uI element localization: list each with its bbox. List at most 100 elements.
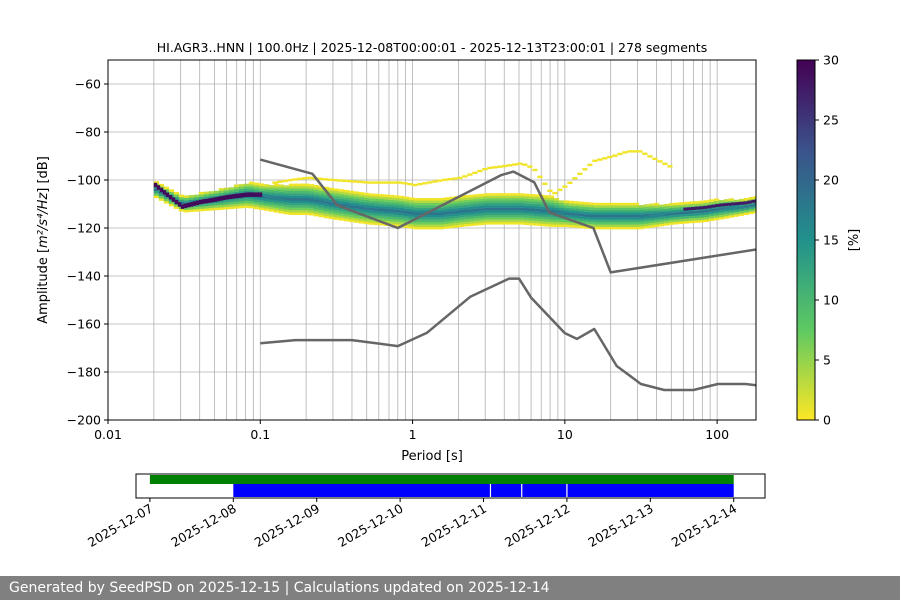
psd-cell [528,194,535,197]
psd-cell [428,198,435,201]
psd-cell [713,212,720,216]
psd-cell [293,195,300,199]
psd-cell [303,200,310,203]
psd-cell [288,212,295,215]
psd-cell [378,206,385,209]
psd-cell [328,209,335,212]
psd-cell [388,221,395,224]
psd-cell [488,202,495,206]
psd-cell [663,206,670,209]
psd-cell [313,201,320,205]
psd-cell [568,217,575,221]
psd-cell [213,190,220,194]
psd-cell [218,202,225,206]
psd-cell [643,225,650,229]
psd-cell [703,214,710,218]
psd-cell [383,194,390,198]
psd-cell [293,190,300,194]
psd-cell [433,219,440,223]
psd-mode-cell [695,206,700,210]
psd-cell [753,196,756,199]
psd-cell [413,222,420,225]
psd-cell [548,219,555,223]
psd-cell [718,216,725,220]
psd-cell [743,207,750,211]
psd-cell [368,193,375,196]
psd-cell [373,200,380,204]
psd-cell [233,186,240,190]
psd-cell [318,193,325,196]
psd-cell [163,186,170,190]
psd-cell [333,214,340,218]
psd-cell [498,193,505,196]
psd-cell [328,190,335,193]
psd-cell [213,207,220,211]
psd-cell [748,209,755,212]
psd-cell [513,195,520,199]
psd-cell [588,207,595,210]
psd-cell [428,212,435,215]
psd-cell [288,190,295,194]
psd-cell [718,214,725,218]
psd-cell [433,222,440,225]
psd-cell [373,220,380,223]
psd-cell [738,198,745,202]
psd-cell [318,207,325,211]
psd-cell [308,184,315,187]
psd-cell [478,193,485,197]
psd-cell [288,188,295,191]
psd-cell [708,199,715,202]
psd-cell [488,195,495,199]
psd-cell [428,222,435,225]
psd-sparse-cell [437,179,443,182]
date-tick-label: 2025-12-10 [335,501,405,550]
psd-sparse-cell [422,182,428,185]
psd-cell [753,203,756,206]
psd-cell [628,226,635,230]
psd-cell [428,226,435,230]
psd-sparse-cell [557,188,563,192]
data-availability-bar [149,475,734,484]
y-tick-label: −100 [67,173,101,188]
psd-cell [173,203,180,207]
psd-cell [493,210,500,213]
psd-cell [528,201,535,204]
psd-cell [533,211,540,214]
psd-cell [393,212,400,215]
psd-cell [303,212,310,215]
psd-cell [543,202,550,205]
psd-cell [323,198,330,202]
psd-sparse-cell [547,189,553,192]
psd-sparse-cell [597,158,603,161]
psd-cell [653,212,660,216]
psd-cell [458,198,465,201]
psd-cell [358,194,365,198]
psd-cell [328,199,335,203]
y-axis-label-main: Amplitude [ [36,248,51,324]
psd-cell [643,206,650,210]
psd-cell [653,205,660,208]
psd-cell [563,224,570,227]
psd-cell [728,198,735,201]
psd-cell [443,209,450,212]
psd-cell [598,224,605,227]
psd-cell [528,198,535,202]
psd-cell [278,191,285,195]
psd-cell [688,211,695,214]
psd-cell [528,208,535,211]
psd-cell [218,190,225,194]
psd-cell [503,219,510,223]
psd-cell [598,226,605,230]
psd-cell [623,210,630,213]
psd-cell [603,222,610,225]
psd-mode-cell [246,192,251,197]
psd-cell [598,210,605,213]
psd-cell [283,187,290,191]
psd-cell [503,207,510,211]
colorbar-tick-label: 30 [823,53,839,68]
psd-cell [498,202,505,206]
psd-cell [183,197,190,201]
psd-cell [593,224,600,227]
psd-cell [443,197,450,200]
psd-sparse-cell [427,181,433,184]
